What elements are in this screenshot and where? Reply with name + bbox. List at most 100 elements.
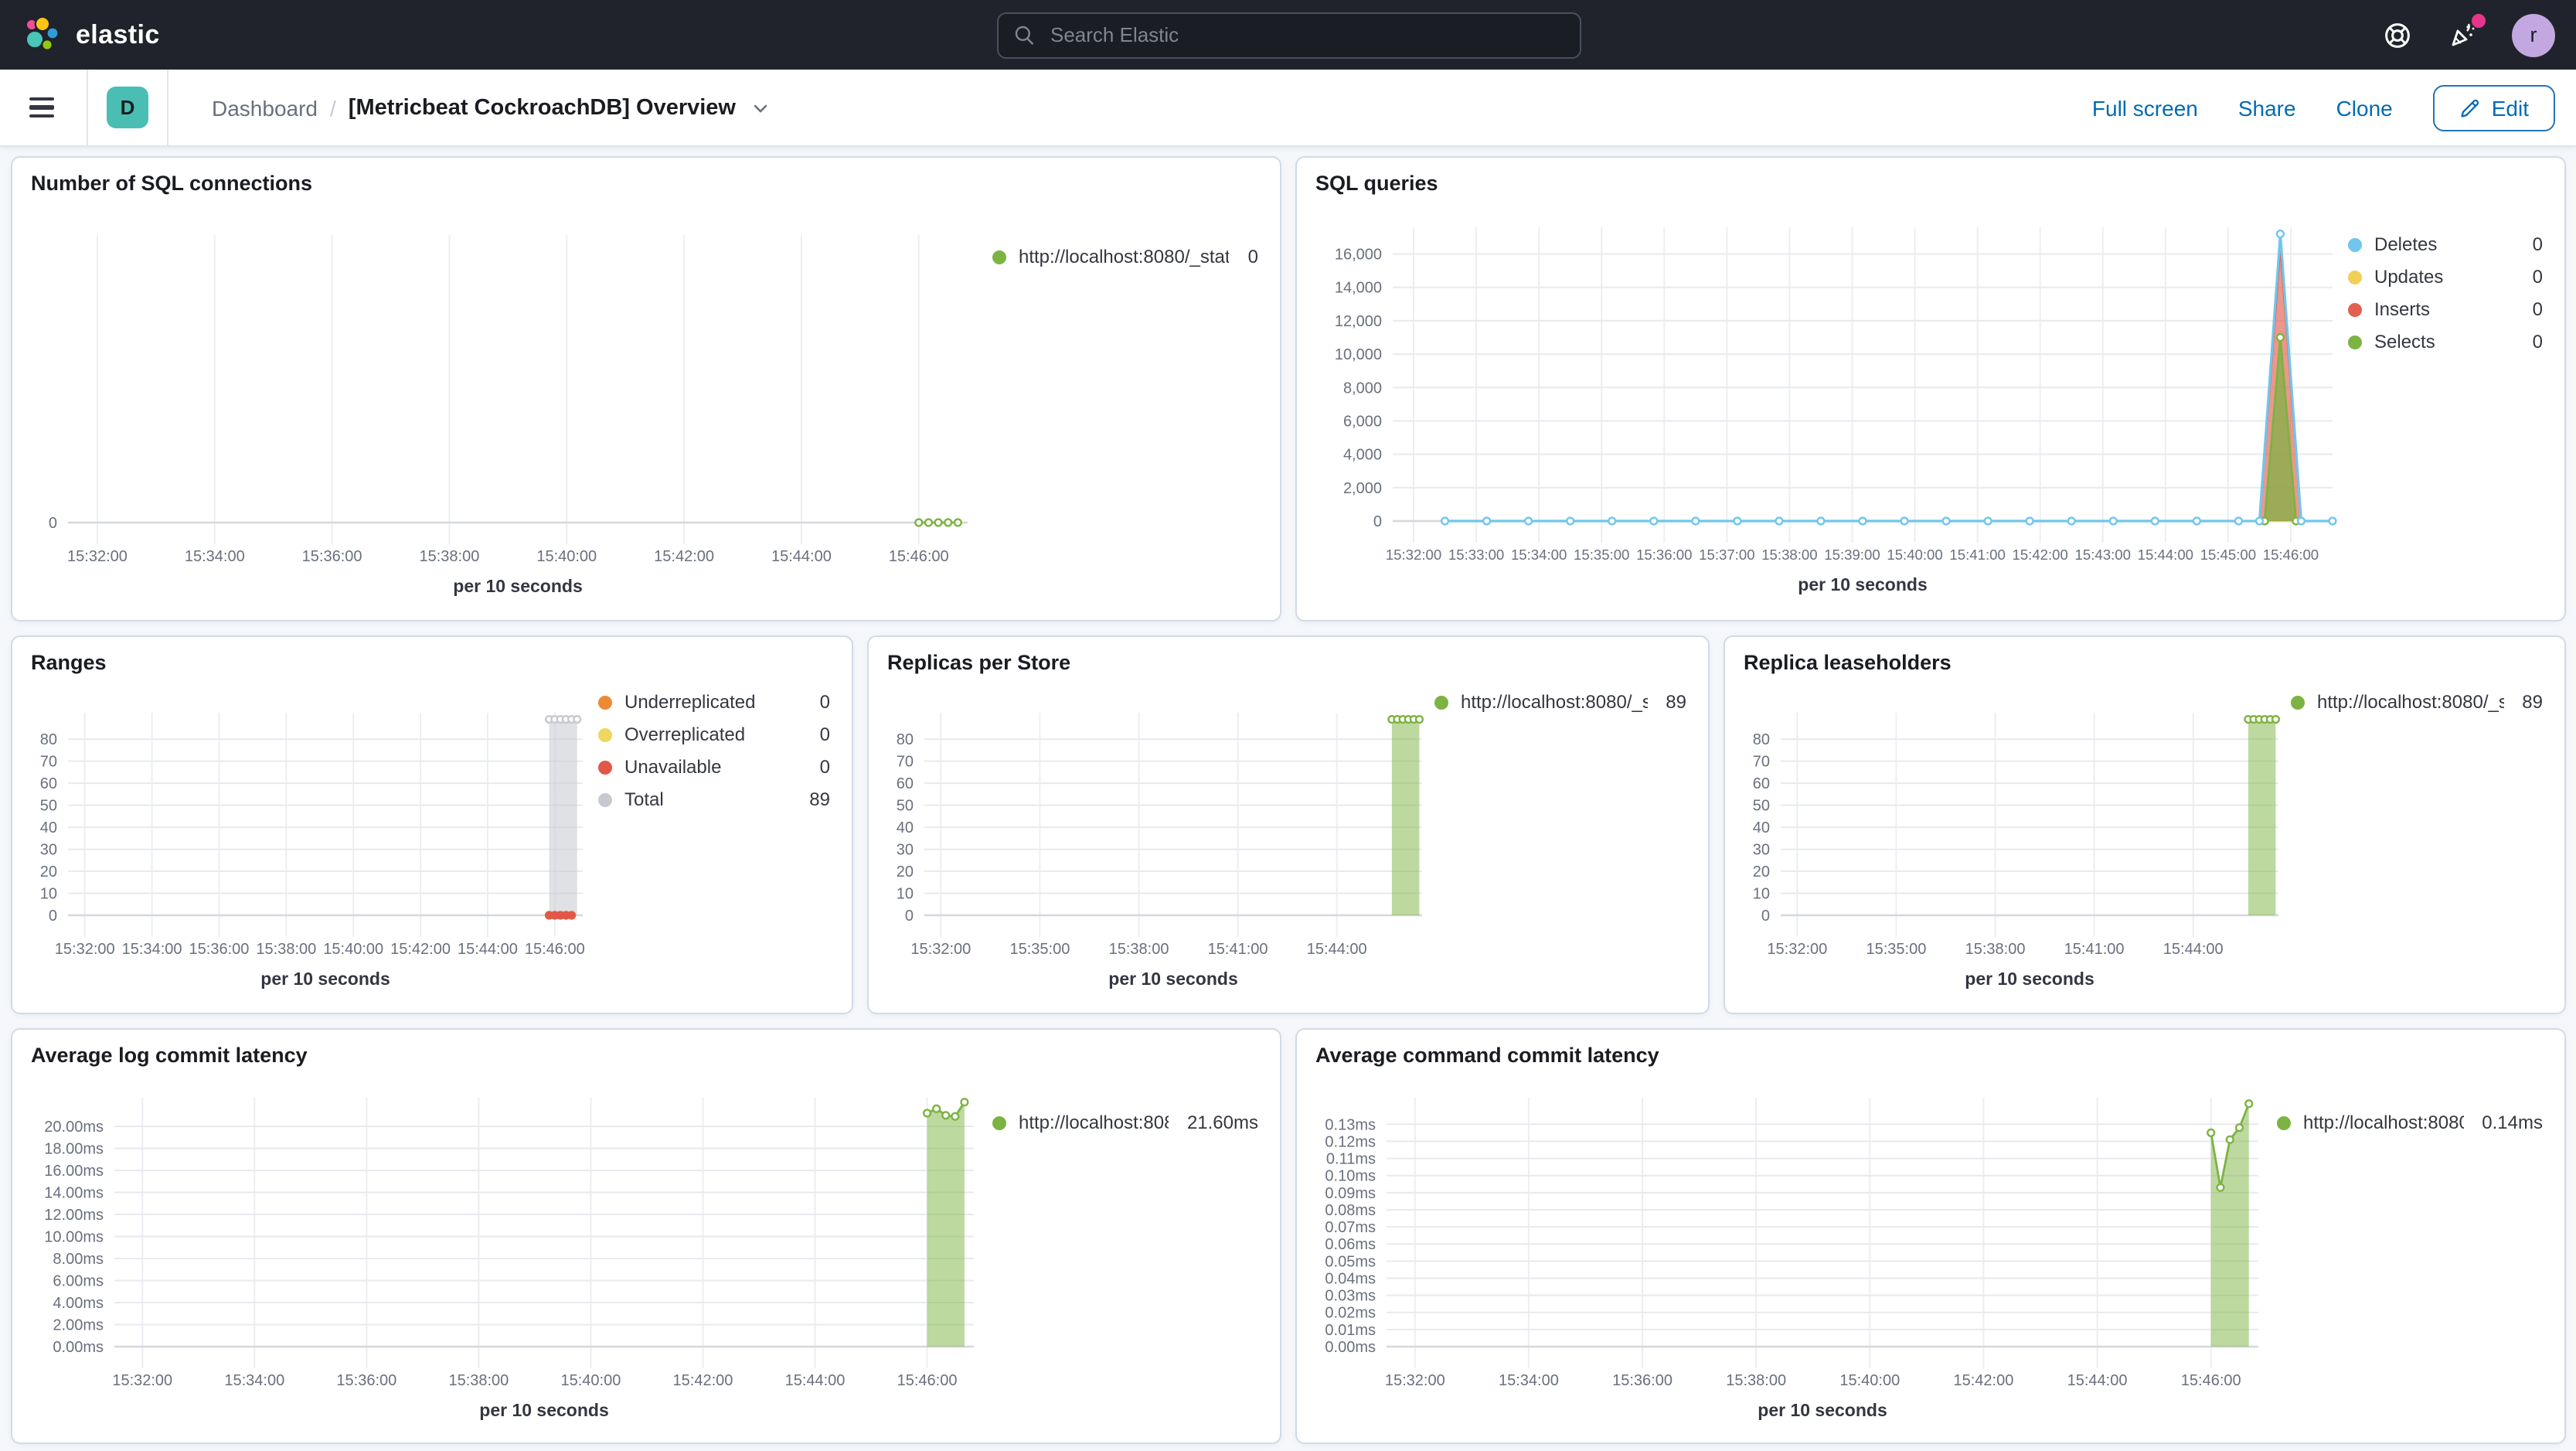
user-avatar[interactable]: r (2512, 13, 2555, 56)
search-icon (1014, 25, 1033, 45)
share-button[interactable]: Share (2237, 95, 2296, 120)
legend-item[interactable]: http://localhost:8080... 0.14ms (2277, 1112, 2543, 1133)
legend-item[interactable]: Selects 0 (2348, 331, 2543, 353)
chart-canvas[interactable]: 15:32:00 15:34:00 15:36:00 15:38:00 15:40:00… (22, 1071, 992, 1442)
svg-text:0: 0 (905, 908, 914, 925)
legend-color-dot (2348, 302, 2362, 317)
chart-canvas[interactable]: 15:32:00 15:34:00 15:36:00 15:38:00 15:40:00… (22, 199, 992, 620)
svg-text:0.01ms: 0.01ms (1325, 1322, 1376, 1339)
svg-text:20: 20 (1753, 863, 1770, 880)
svg-text:70: 70 (897, 754, 914, 771)
svg-text:0.00ms: 0.00ms (53, 1339, 104, 1356)
svg-text:0.06ms: 0.06ms (1325, 1237, 1376, 1254)
svg-text:15:36:00: 15:36:00 (1636, 547, 1692, 563)
svg-text:60: 60 (897, 776, 914, 793)
chart-legend: http://localhost:8080/_sta... 89 (2291, 679, 2555, 1013)
svg-text:12,000: 12,000 (1335, 313, 1382, 330)
svg-text:15:32:00: 15:32:00 (1386, 547, 1441, 563)
svg-text:15:38:00: 15:38:00 (1965, 941, 2026, 958)
svg-text:40: 40 (1753, 820, 1770, 837)
legend-color-dot (992, 1115, 1006, 1130)
svg-text:15:32:00: 15:32:00 (112, 1372, 172, 1389)
panel-replicas-per-store: Replicas per Store 15:32:00 15:35:00 15:38… (867, 635, 1710, 1014)
legend-label: http://localhost:808... (1019, 1112, 1169, 1134)
svg-text:15:35:00: 15:35:00 (1010, 941, 1070, 958)
panel-sql-queries: SQL queries 15:32:00 15:33:00 15:34:00 15:3… (1295, 156, 2566, 622)
svg-text:30: 30 (40, 842, 57, 859)
svg-text:15:40:00: 15:40:00 (536, 548, 597, 565)
clone-button[interactable]: Clone (2336, 95, 2393, 120)
svg-text:15:40:00: 15:40:00 (561, 1372, 621, 1389)
chart-canvas[interactable]: 15:32:00 15:35:00 15:38:00 15:41:00 15:44:00… (1734, 679, 2291, 1013)
svg-text:15:38:00: 15:38:00 (256, 941, 316, 958)
svg-text:10: 10 (897, 886, 914, 903)
legend-item[interactable]: Updates 0 (2348, 266, 2543, 288)
legend-item[interactable]: Unavailable 0 (598, 756, 830, 778)
help-icon[interactable] (2382, 19, 2413, 50)
svg-text:15:32:00: 15:32:00 (67, 548, 128, 565)
legend-item[interactable]: Underreplicated 0 (598, 691, 830, 713)
svg-text:8,000: 8,000 (1343, 380, 1382, 397)
svg-text:0.02ms: 0.02ms (1325, 1305, 1376, 1322)
legend-value: 0.14ms (2482, 1112, 2543, 1134)
svg-text:per 10 seconds: per 10 seconds (479, 1400, 608, 1420)
svg-text:15:36:00: 15:36:00 (302, 548, 362, 565)
legend-item[interactable]: http://localhost:8080/_stat... 0 (992, 246, 1258, 267)
legend-color-dot (2291, 695, 2305, 710)
svg-text:4,000: 4,000 (1343, 447, 1382, 464)
chevron-down-icon[interactable] (751, 98, 770, 117)
legend-item[interactable]: Inserts 0 (2348, 298, 2543, 320)
chart-canvas[interactable]: 15:32:00 15:35:00 15:38:00 15:41:00 15:44:00… (878, 679, 1434, 1013)
search-input[interactable] (1047, 22, 1564, 48)
svg-text:8.00ms: 8.00ms (53, 1251, 104, 1268)
svg-text:18.00ms: 18.00ms (44, 1141, 104, 1158)
menu-icon[interactable] (15, 81, 68, 134)
svg-text:15:39:00: 15:39:00 (1824, 547, 1880, 563)
legend-label: Underreplicated (624, 691, 756, 714)
chart-canvas[interactable]: 15:32:00 15:34:00 15:36:00 15:38:00 15:40:00… (1306, 1071, 2277, 1442)
panel-title: Replica leaseholders (1744, 651, 1952, 674)
breadcrumb-dashboard-link[interactable]: Dashboard (212, 95, 318, 120)
panel-title: Number of SQL connections (31, 172, 313, 195)
svg-text:15:36:00: 15:36:00 (1612, 1372, 1673, 1389)
legend-item[interactable]: http://localhost:8080/_sta... 89 (2291, 691, 2543, 713)
svg-text:15:44:00: 15:44:00 (771, 548, 832, 565)
legend-color-dot (598, 760, 612, 775)
svg-text:2,000: 2,000 (1343, 480, 1382, 497)
legend-item[interactable]: Total 89 (598, 789, 830, 810)
svg-text:15:46:00: 15:46:00 (2181, 1372, 2241, 1389)
svg-text:15:42:00: 15:42:00 (1954, 1372, 2014, 1389)
svg-text:15:35:00: 15:35:00 (1574, 547, 1629, 563)
svg-text:10,000: 10,000 (1335, 347, 1382, 364)
dashboard-app-badge[interactable]: D (107, 87, 148, 128)
svg-text:15:32:00: 15:32:00 (1767, 941, 1827, 958)
legend-color-dot (2277, 1115, 2291, 1130)
elastic-logo[interactable]: elastic (22, 15, 485, 55)
svg-text:10: 10 (40, 886, 57, 903)
svg-text:15:36:00: 15:36:00 (189, 941, 250, 958)
legend-label: Selects (2374, 331, 2435, 353)
legend-item[interactable]: Deletes 0 (2348, 233, 2543, 255)
svg-text:16.00ms: 16.00ms (44, 1163, 104, 1180)
legend-color-dot (992, 250, 1006, 264)
svg-text:15:32:00: 15:32:00 (1385, 1372, 1445, 1389)
legend-item[interactable]: http://localhost:8080/_sta... 89 (1434, 691, 1686, 713)
legend-item[interactable]: Overreplicated 0 (598, 724, 830, 745)
breadcrumb: Dashboard / [Metricbeat CockroachDB] Ove… (212, 95, 770, 120)
panel-title: Average log commit latency (31, 1044, 308, 1067)
svg-text:15:38:00: 15:38:00 (1761, 547, 1817, 563)
legend-color-dot (598, 792, 612, 807)
chart-canvas[interactable]: 15:32:00 15:33:00 15:34:00 15:35:00 15:36:00… (1306, 199, 2348, 620)
svg-text:15:38:00: 15:38:00 (1109, 941, 1169, 958)
legend-value: 0 (2532, 331, 2543, 353)
full-screen-button[interactable]: Full screen (2091, 95, 2198, 120)
newsfeed-icon[interactable] (2447, 13, 2486, 50)
global-search[interactable] (996, 12, 1581, 58)
legend-label: http://localhost:8080... (2303, 1112, 2463, 1134)
svg-text:15:44:00: 15:44:00 (2163, 941, 2224, 958)
panel-title: Replicas per Store (887, 651, 1071, 674)
chart-canvas[interactable]: 15:32:00 15:34:00 15:36:00 15:38:00 15:40:00… (22, 679, 598, 1013)
edit-button[interactable]: Edit (2432, 84, 2555, 131)
legend-item[interactable]: http://localhost:808... 21.60ms (992, 1112, 1258, 1133)
svg-text:40: 40 (40, 820, 57, 837)
